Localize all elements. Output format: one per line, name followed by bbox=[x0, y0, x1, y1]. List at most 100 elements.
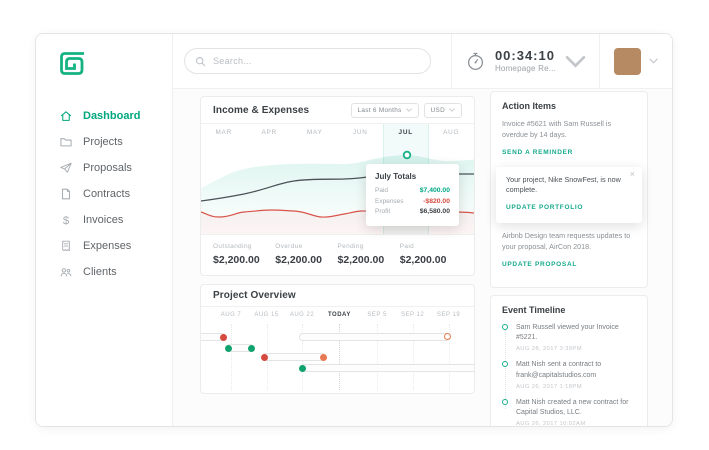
action-item: Invoice #5621 with Sam Russell is overdu… bbox=[502, 119, 636, 159]
month-label-jun[interactable]: JUN bbox=[352, 128, 368, 136]
timer-task: Homepage Re... bbox=[494, 63, 556, 73]
action-items-card: Action Items Invoice #5621 with Sam Russ… bbox=[490, 91, 648, 288]
sidebar-item-label: Expenses bbox=[83, 240, 132, 252]
event-text: Sam Russell viewed your Invoice #5221. bbox=[516, 323, 619, 342]
event-bullet-icon bbox=[502, 361, 508, 368]
left-column: Income & Expenses Last 6 Months USD bbox=[200, 96, 475, 426]
action-item-text: Airbnb Design team requests updates to y… bbox=[502, 231, 631, 251]
month-label-aug[interactable]: AUG bbox=[443, 128, 460, 136]
tooltip-row-value: $7,400.00 bbox=[419, 187, 450, 194]
gantt-task-bar[interactable] bbox=[299, 333, 452, 341]
event-timestamp: AUG 26, 2017 10:02AM bbox=[516, 421, 586, 426]
chevron-down-icon[interactable] bbox=[565, 51, 586, 72]
stat-value: $2,200.00 bbox=[399, 254, 447, 266]
gantt-task-bar[interactable] bbox=[299, 364, 474, 372]
sidebar-nav: Dashboard Projects Proposals Contracts $ Invo… bbox=[36, 103, 172, 285]
sidebar-item-invoices[interactable]: $ Invoices bbox=[36, 207, 172, 233]
gantt-date-label: SEP 12 bbox=[400, 312, 425, 318]
task-dot-green bbox=[299, 364, 307, 372]
event-bullet-icon bbox=[502, 323, 508, 330]
gantt-task-bar[interactable] bbox=[260, 353, 328, 361]
range-dropdown[interactable]: Last 6 Months bbox=[350, 102, 419, 118]
receipt-icon bbox=[59, 239, 73, 253]
stat-pending: Pending $2,200.00 bbox=[337, 243, 400, 275]
search-input[interactable] bbox=[213, 56, 420, 66]
tooltip-row-profit: Profit $6,580.00 bbox=[375, 208, 450, 215]
action-item-link[interactable]: SEND A REMINDER bbox=[502, 148, 574, 156]
action-item-link[interactable]: UPDATE PROPOSAL bbox=[502, 260, 578, 268]
search-box[interactable] bbox=[184, 48, 431, 74]
account-menu[interactable] bbox=[600, 47, 672, 75]
month-label-jul[interactable]: JUL bbox=[398, 128, 413, 136]
event-text: Matt Nish created a new contract for Cap… bbox=[516, 398, 629, 417]
topbar-divider bbox=[599, 34, 600, 89]
gantt-date-label: SEP 5 bbox=[367, 312, 387, 318]
event-item: Sam Russell viewed your Invoice #5221. AU… bbox=[502, 323, 636, 353]
task-dot-orange bbox=[320, 353, 328, 361]
sidebar: Dashboard Projects Proposals Contracts $ Invo… bbox=[36, 34, 173, 426]
task-dot-orange bbox=[444, 333, 452, 340]
tooltip-row-label: Paid bbox=[375, 187, 389, 194]
chevron-down-icon[interactable] bbox=[649, 58, 658, 64]
event-item: Matt Nish created a new contract for Cap… bbox=[502, 398, 636, 426]
gantt-date-label: AUG 22 bbox=[289, 312, 315, 318]
month-label-may[interactable]: MAY bbox=[306, 128, 323, 136]
chevron-down-icon bbox=[449, 108, 455, 112]
event-list: Sam Russell viewed your Invoice #5221. AU… bbox=[502, 323, 636, 426]
sidebar-item-clients[interactable]: Clients bbox=[36, 259, 172, 285]
chart-tooltip-title: July Totals bbox=[375, 172, 417, 181]
action-item: Airbnb Design team requests updates to y… bbox=[502, 231, 636, 271]
contract-icon bbox=[59, 187, 73, 201]
gantt-gridline bbox=[231, 324, 233, 390]
stat-paid: Paid $2,200.00 bbox=[399, 243, 462, 275]
app-logo-icon[interactable] bbox=[58, 49, 86, 77]
topbar-divider bbox=[450, 34, 452, 89]
action-item-link[interactable]: UPDATE PORTFOLIO bbox=[506, 204, 584, 212]
month-label-apr[interactable]: APR bbox=[261, 128, 278, 136]
gantt-gridline bbox=[377, 324, 379, 390]
avatar[interactable] bbox=[614, 47, 641, 75]
tooltip-row-value: $6,580.00 bbox=[419, 208, 450, 215]
timer-time: 00:34:10 bbox=[494, 48, 555, 64]
month-axis: MAR APR MAY JUN JUL AUG bbox=[201, 124, 474, 140]
tooltip-row-value: -$820.00 bbox=[423, 197, 450, 205]
currency-dropdown[interactable]: USD bbox=[423, 102, 462, 118]
timer-widget[interactable]: 00:34:10 Homepage Re... bbox=[452, 48, 599, 73]
sidebar-item-expenses[interactable]: Expenses bbox=[36, 233, 172, 259]
sidebar-item-projects[interactable]: Projects bbox=[36, 129, 172, 155]
gantt-date-label: TODAY bbox=[327, 312, 351, 318]
stopwatch-icon bbox=[467, 52, 483, 70]
tooltip-row-expenses: Expenses -$820.00 bbox=[375, 198, 450, 205]
paper-plane-icon bbox=[59, 161, 73, 175]
sidebar-item-contracts[interactable]: Contracts bbox=[36, 181, 172, 207]
gantt-date-label: AUG 7 bbox=[220, 312, 242, 318]
stat-value: $2,200.00 bbox=[275, 254, 322, 266]
gantt-task-bar[interactable] bbox=[201, 333, 227, 341]
range-dropdown-value: Last 6 Months bbox=[357, 106, 402, 114]
home-icon bbox=[59, 109, 73, 123]
event-timestamp: AUG 26, 2017 1:18PM bbox=[516, 383, 582, 390]
sidebar-item-proposals[interactable]: Proposals bbox=[36, 155, 172, 181]
action-item-text: Invoice #5621 with Sam Russell is overdu… bbox=[502, 119, 612, 139]
stat-label: Paid bbox=[399, 243, 415, 250]
task-dot-red bbox=[219, 333, 227, 341]
main-area: 00:34:10 Homepage Re... bbox=[173, 34, 672, 426]
gantt-task-bar[interactable] bbox=[224, 344, 255, 352]
month-label-mar[interactable]: MAR bbox=[215, 128, 233, 136]
currency-dropdown-value: USD bbox=[430, 106, 445, 114]
paid-marker bbox=[402, 150, 412, 160]
action-item: × Your project, Nike SnowFest, is now com… bbox=[496, 166, 642, 224]
sidebar-item-dashboard[interactable]: Dashboard bbox=[36, 103, 172, 129]
tooltip-row-label: Expenses bbox=[375, 197, 404, 205]
sidebar-item-label: Invoices bbox=[83, 214, 124, 226]
stat-label: Overdue bbox=[275, 243, 303, 250]
task-dot-green bbox=[247, 344, 255, 352]
event-timestamp: AUG 28, 2017 3:39PM bbox=[516, 346, 582, 353]
event-timeline-title: Event Timeline bbox=[502, 304, 566, 315]
app-window: Dashboard Projects Proposals Contracts $ Invo… bbox=[35, 33, 673, 427]
stat-label: Pending bbox=[337, 243, 364, 250]
gantt-date-label: AUG 15 bbox=[254, 312, 279, 318]
close-icon[interactable]: × bbox=[629, 168, 635, 179]
task-dot-red bbox=[260, 353, 268, 361]
